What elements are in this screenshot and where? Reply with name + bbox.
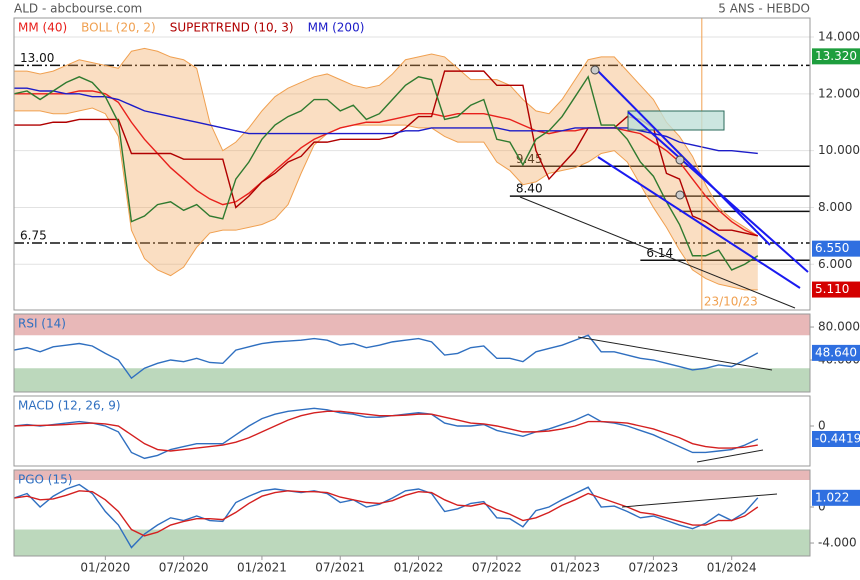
band-fill bbox=[14, 48, 758, 290]
level-label: 6.75 bbox=[20, 228, 47, 242]
date-label: 23/10/23 bbox=[704, 295, 758, 309]
level-label: 13.00 bbox=[20, 51, 54, 65]
pivot-marker bbox=[675, 155, 685, 165]
price-label-box bbox=[812, 344, 860, 361]
drawings bbox=[519, 65, 809, 508]
x-tick-label: 07/2023 bbox=[628, 561, 678, 575]
price-label-box bbox=[812, 281, 860, 298]
legend-entry: MM (40) bbox=[18, 21, 67, 35]
y-tick-label: -4.000 bbox=[818, 536, 857, 550]
price-label: 1.022 bbox=[815, 490, 849, 504]
y-tick-label: 12.000 bbox=[818, 86, 860, 100]
series-line bbox=[13, 334, 759, 380]
price-label: 48.640 bbox=[815, 345, 857, 359]
trend-line bbox=[627, 111, 809, 273]
panel-frame bbox=[13, 395, 811, 467]
band-upper bbox=[14, 47, 759, 237]
price-label: 5.110 bbox=[815, 282, 849, 296]
site-title: ALD - abcbourse.com bbox=[14, 2, 142, 16]
legend-entry: SUPERTREND (10, 3) bbox=[170, 21, 294, 35]
panel-frame bbox=[13, 469, 811, 557]
legend-entry: RSI (14) bbox=[18, 317, 66, 331]
panel-background bbox=[14, 396, 810, 466]
y-tick-label: 80.000 bbox=[818, 320, 860, 334]
zone bbox=[14, 368, 810, 392]
price-label: 6.550 bbox=[815, 241, 849, 255]
x-tick-label: 07/2022 bbox=[472, 561, 522, 575]
y-tick-label: 0 bbox=[818, 419, 826, 433]
legend-entry: PGO (15) bbox=[18, 473, 72, 487]
band-lower bbox=[14, 107, 758, 291]
zone bbox=[14, 529, 810, 556]
trend-line bbox=[577, 336, 773, 371]
series-line bbox=[13, 410, 758, 452]
trend-line bbox=[621, 493, 778, 508]
pivot-marker bbox=[590, 65, 600, 75]
legend-entry: MACD (12, 26, 9) bbox=[18, 399, 121, 413]
trend-line bbox=[696, 449, 764, 463]
zone bbox=[14, 470, 810, 480]
price-label-box bbox=[812, 48, 860, 65]
y-tick-label: 6.000 bbox=[818, 257, 852, 271]
panel-background bbox=[14, 18, 810, 310]
y-tick-label: 0 bbox=[818, 500, 826, 514]
x-tick-label: 01/2020 bbox=[80, 561, 130, 575]
price-label-box bbox=[812, 240, 860, 257]
price-label-box bbox=[812, 489, 860, 506]
pivot-marker bbox=[675, 190, 685, 200]
legend-entry: MM (200) bbox=[308, 21, 365, 35]
series-line bbox=[13, 490, 759, 537]
legend-entry: BOLL (20, 2) bbox=[81, 21, 156, 35]
x-tick-label: 01/2021 bbox=[237, 561, 287, 575]
series-line bbox=[13, 75, 759, 271]
x-tick-label: 01/2024 bbox=[707, 561, 757, 575]
price-label: 13.320 bbox=[815, 49, 857, 63]
x-tick-label: 07/2021 bbox=[315, 561, 365, 575]
x-tick-label: 07/2020 bbox=[159, 561, 209, 575]
series-line bbox=[13, 407, 759, 460]
plot-area: 14.000 12.000 10.000 8.000 6.000 13.00 6.75 9.4… bbox=[13, 17, 860, 575]
panel-frame bbox=[13, 17, 811, 311]
y-tick-label: 8.000 bbox=[818, 200, 852, 214]
series-line bbox=[14, 90, 759, 237]
zone bbox=[14, 314, 810, 336]
trend-line bbox=[519, 196, 796, 309]
series-line bbox=[13, 483, 759, 549]
x-tick-label: 01/2023 bbox=[550, 561, 600, 575]
y-tick-label: 14.000 bbox=[818, 30, 860, 44]
trend-line bbox=[597, 156, 801, 289]
period-label: 5 ANS - HEBDO bbox=[718, 2, 810, 16]
price-label-box bbox=[812, 430, 860, 447]
x-tick-label: 01/2022 bbox=[394, 561, 444, 575]
level-label: 8.40 bbox=[516, 182, 543, 196]
y-tick-label: 10.000 bbox=[818, 143, 860, 157]
price-label: -0.4419 bbox=[815, 431, 860, 445]
panel-frame bbox=[13, 313, 811, 393]
zone-box bbox=[627, 110, 725, 131]
level-label: 9.45 bbox=[516, 152, 543, 166]
